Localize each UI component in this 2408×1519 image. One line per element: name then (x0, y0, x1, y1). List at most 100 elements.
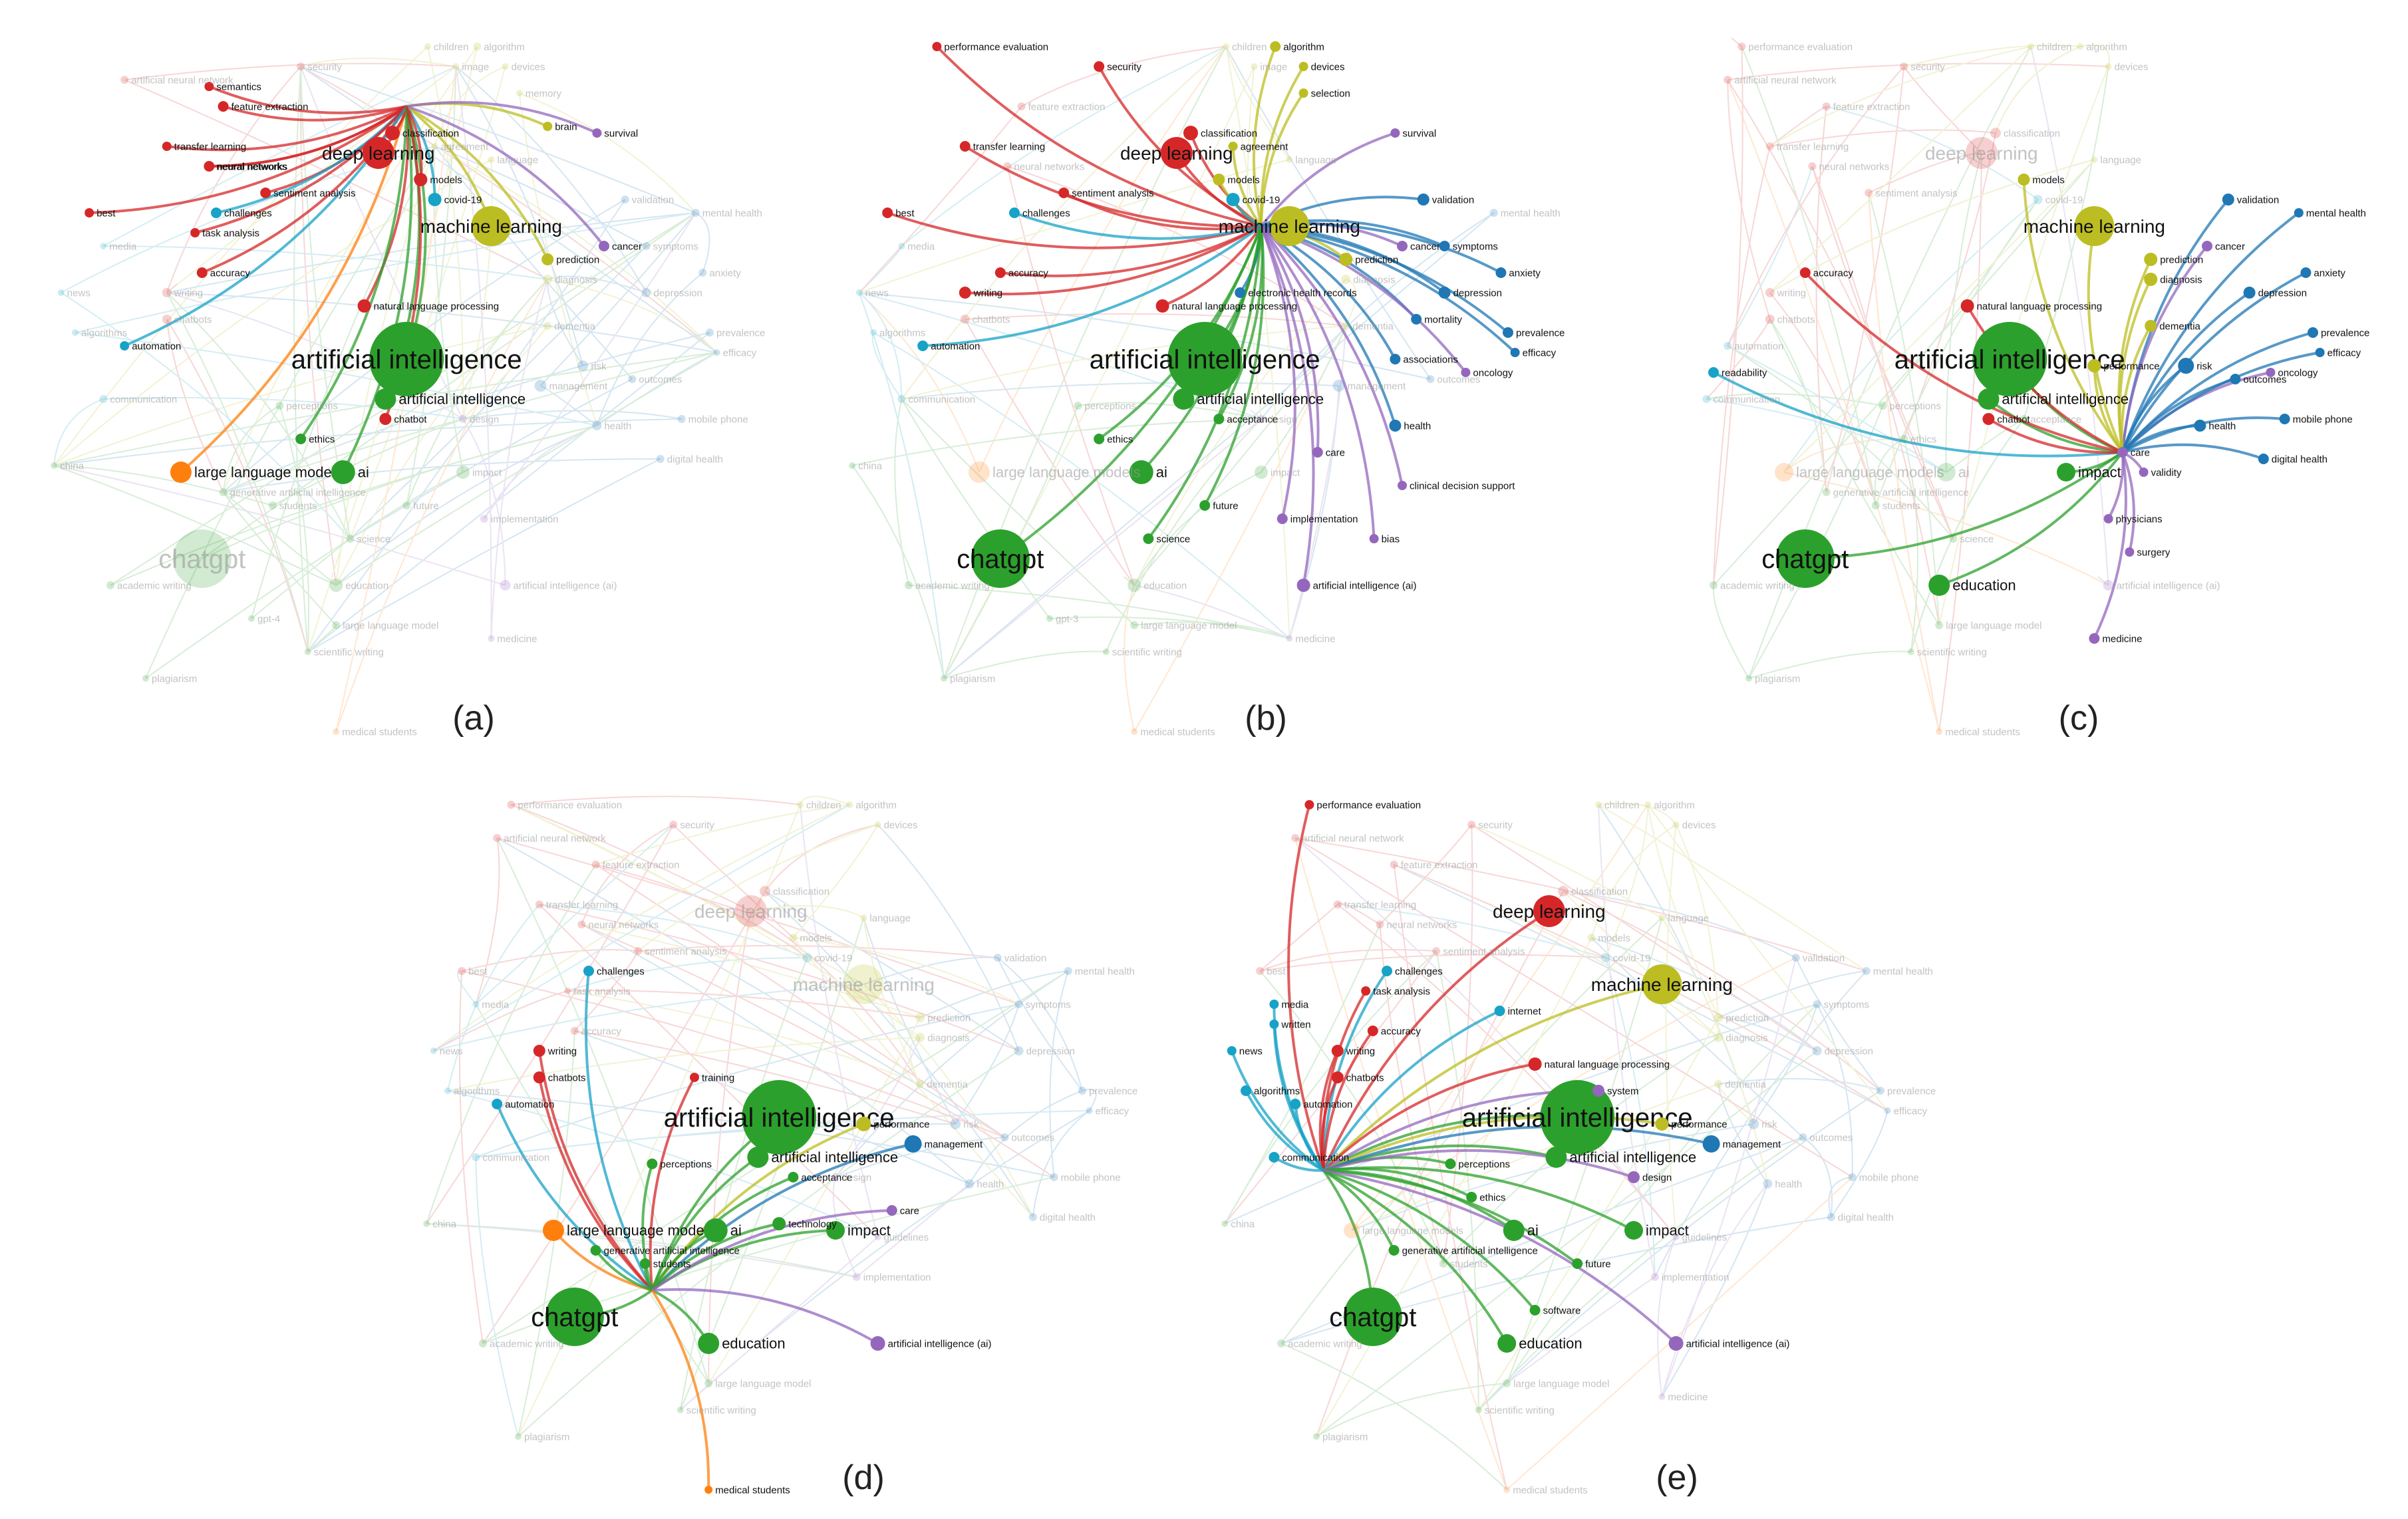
link (1830, 1110, 1888, 1218)
node-dementia (1342, 322, 1350, 330)
node-artificial-intelligence (1173, 388, 1195, 410)
node-medical-students (1503, 1486, 1511, 1493)
node-generative-artificial-intelligence (219, 488, 227, 496)
node-label: news (67, 287, 90, 299)
node-machine-learning (1642, 964, 1682, 1004)
link (166, 66, 301, 293)
link (1903, 45, 2081, 67)
node-label: feature extraction (1401, 859, 1478, 871)
link (1882, 199, 2039, 406)
link (433, 804, 850, 1051)
link (1563, 891, 1797, 958)
node-chatgpt (545, 1288, 604, 1346)
link (300, 57, 456, 67)
node-performance (856, 1117, 871, 1131)
node-label: ethics (309, 434, 335, 445)
node-dementia (543, 322, 552, 330)
link (202, 212, 696, 559)
link (496, 837, 1019, 1005)
link (680, 1110, 1090, 1411)
panel-label-b: (b) (1245, 699, 1287, 738)
link (1769, 159, 2095, 293)
link (61, 292, 351, 539)
node-medical-students (333, 728, 340, 735)
node-label: accuracy (1381, 1026, 1422, 1037)
node-label: chatgpt (531, 1303, 618, 1332)
node-label: children (1604, 799, 1640, 811)
node-chatbot (379, 413, 392, 425)
link (1280, 1343, 1507, 1490)
node-chatgpt (971, 529, 1030, 588)
node-ai (703, 1218, 728, 1242)
node-academic-writing (1277, 1339, 1285, 1347)
node-label: performance (2103, 360, 2159, 372)
link (1647, 804, 1720, 1018)
node-classification (1990, 128, 2001, 138)
node-label: risk (591, 360, 607, 372)
node-education (1497, 1334, 1517, 1353)
node-impact (1624, 1221, 1643, 1240)
link (458, 970, 484, 1344)
link (300, 66, 718, 353)
node-label: chatgpt (158, 545, 245, 574)
node-label: performance evaluation (944, 41, 1048, 53)
link (1000, 225, 1262, 277)
link (1769, 46, 2032, 293)
network-panel-b: artificial intelligence machine learning d… (849, 41, 1565, 738)
node-artificial-neural-network (1291, 834, 1300, 842)
node-accuracy (1367, 1026, 1378, 1036)
node-label: scientific writing (1485, 1405, 1555, 1416)
node-care (886, 1205, 897, 1216)
node-neural-networks (577, 920, 586, 928)
node-digital-health (1827, 1213, 1835, 1221)
node-label: sentiment analysis (645, 946, 726, 957)
link (1063, 192, 1262, 231)
node-ai (1129, 460, 1153, 484)
node-design (459, 415, 467, 423)
node-label: task analysis (573, 986, 631, 997)
node-label: neural networks (217, 161, 287, 172)
node-technology (772, 1217, 786, 1230)
node-internet (1494, 1006, 1505, 1016)
node-label: science (357, 533, 390, 545)
link (539, 904, 808, 958)
node-algorithms (1241, 1085, 1251, 1096)
node-label: artificial intelligence (771, 1149, 898, 1166)
link (750, 905, 864, 918)
link (638, 945, 998, 958)
node-label: machine learning (1591, 974, 1733, 995)
link (433, 984, 864, 1051)
link (1966, 305, 2123, 454)
node-chatbots (960, 315, 970, 324)
link (1295, 837, 1867, 972)
node-machine-learning (2074, 206, 2115, 246)
node-label: semantics (216, 81, 261, 92)
node-label: automation (505, 1099, 554, 1110)
node-label: chatgpt (1329, 1303, 1416, 1332)
node-label: performance evaluation (518, 799, 622, 811)
node-label: writing (1346, 1045, 1375, 1057)
node-label: management (549, 380, 608, 392)
node-label: large language models (567, 1222, 715, 1239)
node-implementation (1277, 513, 1288, 524)
link (2093, 365, 2124, 454)
node-language (488, 156, 495, 163)
link (335, 279, 548, 586)
node-mental-health (2294, 208, 2304, 217)
node-label: validity (2151, 467, 2182, 478)
node-prediction (541, 253, 554, 265)
link (1379, 824, 1472, 925)
node-electronic-health-records (1235, 287, 1246, 298)
node-feature-extraction (1390, 861, 1398, 869)
node-label: prediction (2160, 254, 2203, 265)
node-writing (1331, 1045, 1344, 1057)
node-label: writing (973, 287, 1002, 299)
node-label: china (432, 1218, 457, 1230)
node-label: algorithm (1654, 799, 1695, 811)
node-students (268, 501, 277, 509)
node-label: sentiment analysis (1443, 946, 1525, 957)
background-links (1706, 37, 2110, 732)
link (53, 398, 104, 466)
link (1665, 824, 1677, 1238)
link (547, 275, 647, 293)
